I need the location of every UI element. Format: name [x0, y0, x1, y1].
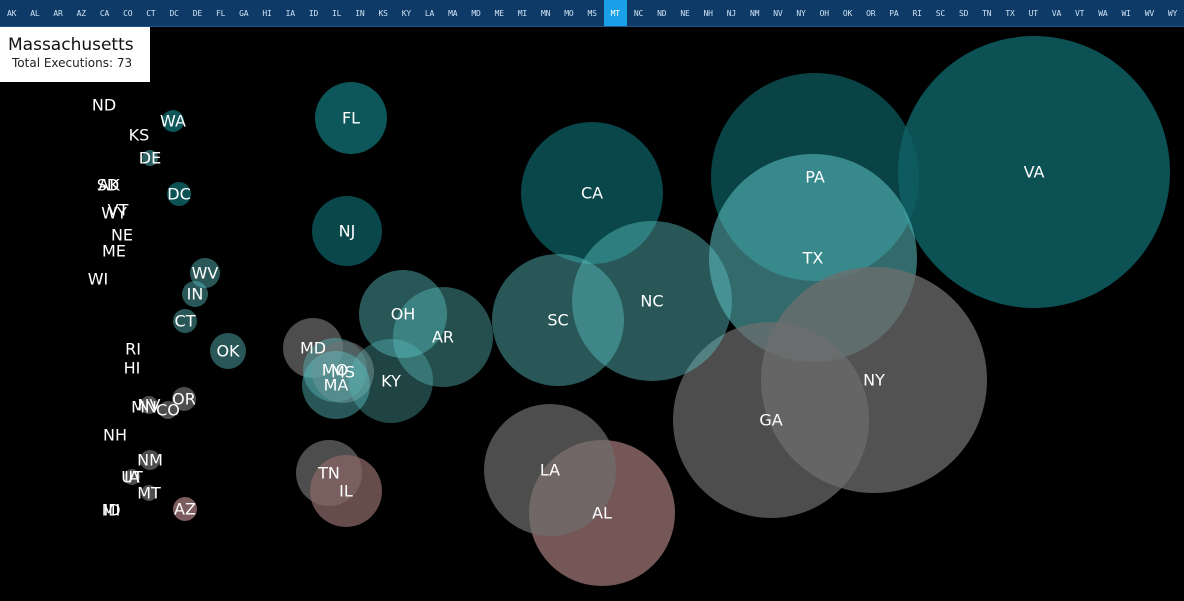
nav-state-ct[interactable]: CT [146, 8, 156, 18]
nav-state-ak[interactable]: AK [6, 8, 17, 18]
bubble-wv[interactable] [190, 258, 220, 288]
bubble-de[interactable] [142, 150, 158, 166]
bubble-label-ri: RI [125, 340, 141, 359]
nav-state-il[interactable]: IL [332, 8, 342, 18]
bubble-la[interactable] [484, 404, 616, 536]
nav-state-ky[interactable]: KY [401, 8, 411, 18]
nav-state-id[interactable]: ID [308, 8, 319, 18]
nav-state-ma[interactable]: MA [448, 8, 458, 18]
bubble-ma[interactable] [302, 351, 370, 419]
bubble-sc[interactable] [492, 254, 624, 386]
nav-state-ne[interactable]: NE [680, 8, 690, 18]
bubble-nm[interactable] [140, 450, 160, 470]
bubble-label-nd: ND [92, 96, 116, 115]
bubble-label-mi: MI [102, 501, 121, 520]
bubble-nj[interactable] [312, 196, 382, 266]
bubble-label-ne: NE [111, 226, 133, 245]
bubble-label-ak: AK [98, 176, 120, 195]
nav-state-mt[interactable]: MT [603, 0, 627, 26]
nav-state-or[interactable]: OR [866, 8, 876, 18]
nav-state-ny[interactable]: NY [796, 8, 806, 18]
nav-state-nm[interactable]: NM [749, 8, 760, 18]
nav-state-nc[interactable]: NC [633, 8, 644, 18]
nav-state-sc[interactable]: SC [935, 8, 945, 18]
nav-state-mn[interactable]: MN [541, 8, 551, 18]
bubble-dc[interactable] [167, 182, 191, 206]
bubble-wa[interactable] [162, 110, 184, 132]
bubble-co[interactable] [159, 401, 177, 419]
bubble-fl[interactable] [315, 82, 387, 154]
nav-state-hi[interactable]: HI [262, 8, 272, 18]
nav-state-dc[interactable]: DC [169, 8, 179, 18]
bubble-label-hi: HI [124, 359, 141, 378]
bubble-or[interactable] [172, 387, 196, 411]
bubble-ky[interactable] [349, 339, 433, 423]
nav-state-mo[interactable]: MO [564, 8, 574, 18]
bubble-nc[interactable] [572, 221, 732, 381]
nav-state-ms[interactable]: MS [587, 8, 597, 18]
nav-state-ut[interactable]: UT [1028, 8, 1038, 18]
nav-state-va[interactable]: VA [1051, 8, 1062, 18]
state-info-panel: Massachusetts Total Executions: 73 [0, 27, 150, 82]
nav-state-fl[interactable]: FL [215, 8, 226, 18]
nav-state-wy[interactable]: WY [1167, 8, 1178, 18]
bubble-ut[interactable] [124, 469, 140, 485]
nav-state-ga[interactable]: GA [239, 8, 249, 18]
bubble-il[interactable] [310, 455, 382, 527]
bubble-in[interactable] [182, 281, 208, 307]
nav-state-ok[interactable]: OK [842, 8, 853, 18]
nav-state-me[interactable]: ME [494, 8, 504, 18]
nav-state-sd[interactable]: SD [958, 8, 969, 18]
nav-state-nj[interactable]: NJ [726, 8, 736, 18]
bubble-ga[interactable] [673, 322, 869, 518]
nav-state-al[interactable]: AL [30, 8, 40, 18]
bubble-az[interactable] [173, 497, 197, 521]
bubble-ar[interactable] [393, 287, 493, 387]
nav-state-ar[interactable]: AR [53, 8, 63, 18]
bubble-label-ks: KS [129, 126, 150, 145]
nav-state-pa[interactable]: PA [889, 8, 899, 18]
nav-state-ks[interactable]: KS [378, 8, 388, 18]
bubble-label-wi: WI [88, 270, 109, 289]
nav-state-la[interactable]: LA [424, 8, 435, 18]
nav-state-az[interactable]: AZ [76, 8, 86, 18]
nav-state-mi[interactable]: MI [517, 8, 528, 18]
bubble-label-sd: SD [97, 176, 119, 195]
bubble-oh[interactable] [359, 270, 447, 358]
nav-state-oh[interactable]: OH [819, 8, 829, 18]
bubble-ok[interactable] [210, 333, 246, 369]
nav-state-tn[interactable]: TN [982, 8, 992, 18]
nav-state-nv[interactable]: NV [773, 8, 783, 18]
state-nav-bar: AK AL AR AZ CA CO CT DC DE FL GA HI IA ID IL IN KS KY LA MA… [0, 0, 1184, 27]
nav-state-de[interactable]: DE [192, 8, 202, 18]
bubble-label-me: ME [102, 242, 126, 261]
nav-state-wa[interactable]: WA [1098, 8, 1108, 18]
bubble-label-wy: WY [101, 204, 127, 223]
nav-state-wv[interactable]: WV [1144, 8, 1154, 18]
nav-state-nd[interactable]: ND [657, 8, 667, 18]
nav-state-ia[interactable]: IA [285, 8, 295, 18]
nav-state-ca[interactable]: CA [99, 8, 110, 18]
bubble-label-nh: NH [103, 426, 127, 445]
nav-state-nh[interactable]: NH [703, 8, 713, 18]
nav-state-md[interactable]: MD [471, 8, 481, 18]
bubble-label-id: ID [103, 501, 120, 520]
bubble-ca[interactable] [521, 122, 663, 264]
nav-state-in[interactable]: IN [355, 8, 365, 18]
bubble-ct[interactable] [173, 309, 197, 333]
nav-state-co[interactable]: CO [123, 8, 133, 18]
nav-state-vt[interactable]: VT [1075, 8, 1085, 18]
nav-state-ri[interactable]: RI [912, 8, 922, 18]
bubble-label-vt: VT [108, 201, 129, 220]
bubble-nv[interactable] [140, 396, 158, 414]
bubble-ms[interactable] [312, 341, 374, 403]
info-state-name: Massachusetts [8, 35, 134, 55]
bubble-mt[interactable] [141, 485, 157, 501]
nav-state-wi[interactable]: WI [1121, 8, 1131, 18]
bubble-va[interactable] [898, 36, 1170, 308]
info-total-executions: Total Executions: 73 [12, 56, 133, 70]
nav-state-tx[interactable]: TX [1005, 8, 1015, 18]
